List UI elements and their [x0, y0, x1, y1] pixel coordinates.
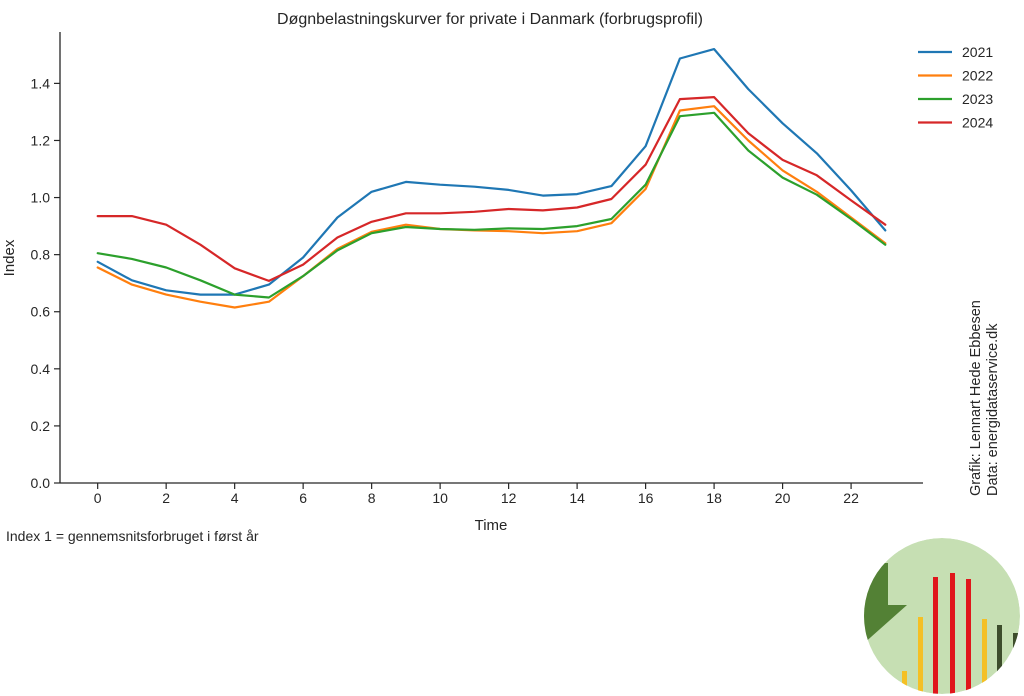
series-line-2021 [96, 47, 887, 296]
y-tick-label: 0.2 [31, 418, 51, 434]
logo-bar [982, 619, 987, 694]
chart-title: Døgnbelastningskurver for private i Danm… [277, 11, 703, 28]
y-tick-label: 0.8 [31, 247, 51, 263]
logo-circle [864, 538, 1020, 694]
x-axis-label: Time [475, 517, 508, 534]
series-line-2024 [96, 95, 887, 282]
logo-bar [918, 617, 923, 694]
legend-label-2022: 2022 [962, 68, 993, 84]
legend-label-2023: 2023 [962, 91, 993, 107]
x-tick-label: 10 [432, 490, 448, 506]
y-tick-label: 0.4 [31, 361, 51, 377]
y-tick-label: 1.0 [31, 190, 51, 206]
legend: 2021 2022 2023 2024 [918, 44, 993, 131]
y-tick-label: 1.4 [31, 75, 51, 91]
x-tick-label: 0 [94, 490, 102, 506]
logo-wedge [864, 563, 907, 645]
x-tick-label: 14 [569, 490, 585, 506]
x-tick-label: 20 [775, 490, 791, 506]
credit-author: Grafik: Lennart Hede Ebbesen [968, 300, 984, 496]
y-axis-label: Index [1, 239, 18, 276]
logo-bar [966, 579, 971, 694]
x-tick-label: 4 [231, 490, 239, 506]
x-tick-label: 6 [299, 490, 307, 506]
logo-icon [864, 538, 1020, 694]
index-footnote: Index 1 = gennemsnitsforbruget i først å… [6, 528, 259, 544]
x-tick-label: 8 [368, 490, 376, 506]
x-tick-label: 18 [706, 490, 722, 506]
x-tick-label: 12 [501, 490, 517, 506]
y-tick-label: 1.2 [31, 132, 51, 148]
legend-label-2021: 2021 [962, 44, 993, 60]
logo-bar [933, 577, 938, 694]
x-tick-label: 16 [638, 490, 654, 506]
logo-bar [902, 671, 907, 694]
legend-label-2024: 2024 [962, 115, 993, 131]
x-tick-label: 22 [843, 490, 859, 506]
credit-block: Grafik: Lennart Hede Ebbesen Data: energ… [968, 300, 1002, 496]
series-line-2023 [96, 111, 887, 299]
axes: 0 2 4 6 8 10 12 14 16 18 20 22 0.0 0.2 0.4 0.6 0.8 1.0 1.2… [31, 32, 923, 506]
credit-source: Data: energidataservice.dk [985, 323, 1001, 497]
series-lines [96, 47, 887, 309]
x-tick-label: 2 [162, 490, 170, 506]
y-tick-label: 0.0 [31, 475, 51, 491]
y-tick-label: 0.6 [31, 304, 51, 320]
series-line-2022 [96, 105, 887, 309]
logo-bar [950, 573, 955, 694]
logo-bar [997, 625, 1002, 694]
logo-bar [1013, 633, 1018, 694]
